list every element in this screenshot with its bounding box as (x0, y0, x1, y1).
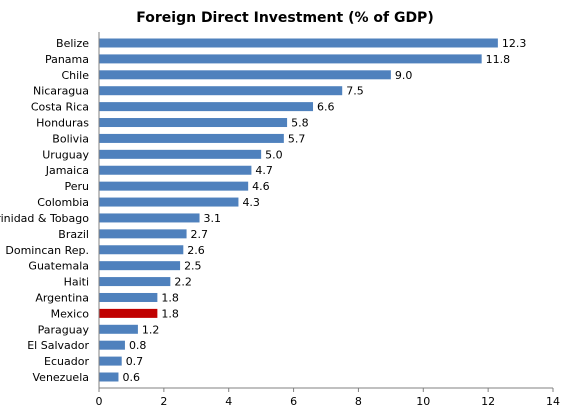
bar-peru (99, 181, 249, 191)
category-label-trinidad-tobago: Trinidad & Tobago (0, 212, 89, 225)
category-label-venezuela: Venezuela (33, 371, 90, 384)
value-label-panama: 11.8 (486, 53, 511, 66)
bar-jamaica (99, 165, 252, 175)
value-label-guatemala: 2.5 (184, 260, 202, 273)
bar-paraguay (99, 324, 138, 334)
category-label-peru: Peru (64, 180, 89, 193)
value-label-brazil: 2.7 (191, 228, 209, 241)
bar-panama (99, 54, 482, 64)
category-label-haiti: Haiti (64, 276, 89, 289)
value-label-costa-rica: 6.6 (317, 101, 335, 114)
value-label-mexico: 1.8 (161, 307, 179, 320)
bar-argentina (99, 292, 158, 302)
bar-bolivia (99, 133, 284, 143)
category-label-uruguay: Uruguay (42, 148, 89, 161)
x-tick-label-12: 12 (481, 395, 495, 408)
x-tick-label-4: 4 (225, 395, 232, 408)
bar-uruguay (99, 149, 262, 159)
category-label-costa-rica: Costa Rica (31, 101, 89, 114)
bar-belize (99, 38, 498, 48)
category-label-panama: Panama (45, 53, 89, 66)
category-label-paraguay: Paraguay (38, 323, 90, 336)
value-label-trinidad-tobago: 3.1 (204, 212, 222, 225)
value-label-argentina: 1.8 (161, 291, 179, 304)
category-label-ecuador: Ecuador (44, 355, 89, 368)
value-label-domincan-rep: 2.6 (187, 244, 205, 257)
value-label-jamaica: 4.7 (255, 164, 273, 177)
value-label-chile: 9.0 (395, 69, 413, 82)
category-label-argentina: Argentina (35, 291, 89, 304)
x-axis: 0 2 4 6 8 10 12 14 (96, 32, 560, 408)
category-label-brazil: Brazil (58, 228, 89, 241)
value-label-ecuador: 0.7 (126, 355, 144, 368)
x-tick-label-8: 8 (355, 395, 362, 408)
category-label-nicaragua: Nicaragua (33, 85, 89, 98)
bar-chile (99, 70, 391, 80)
category-labels: Belize Panama Chile Nicaragua Costa Rica Hond… (0, 37, 89, 384)
x-tick-label-10: 10 (416, 395, 430, 408)
value-label-peru: 4.6 (252, 180, 269, 193)
value-label-uruguay: 5.0 (265, 148, 283, 161)
bar-costa-rica (99, 102, 314, 112)
value-label-paraguay: 1.2 (142, 323, 160, 336)
value-label-bolivia: 5.7 (288, 132, 306, 145)
bar-haiti (99, 277, 171, 287)
x-tick-label-2: 2 (160, 395, 167, 408)
x-tick-label-6: 6 (290, 395, 297, 408)
category-label-belize: Belize (56, 37, 89, 50)
value-label-venezuela: 0.6 (122, 371, 139, 384)
value-labels: 12.3 11.8 9.0 7.5 6.6 5.8 5.7 5.0 4.7 4.6 4.3 3.1 2.… (122, 37, 526, 384)
category-label-el-salvador: El Salvador (27, 339, 89, 352)
category-label-bolivia: Bolivia (52, 132, 89, 145)
bars-group (99, 38, 498, 382)
value-label-el-salvador: 0.8 (129, 339, 147, 352)
bar-mexico (99, 308, 158, 318)
chart-title: Foreign Direct Investment (% of GDP) (136, 10, 433, 26)
value-label-belize: 12.3 (502, 37, 527, 50)
category-label-jamaica: Jamaica (45, 164, 89, 177)
category-label-mexico: Mexico (51, 307, 90, 320)
category-label-domincan-rep: Domincan Rep. (5, 244, 89, 257)
value-label-nicaragua: 7.5 (346, 85, 364, 98)
category-label-guatemala: Guatemala (28, 260, 89, 273)
bar-guatemala (99, 261, 181, 271)
x-tick-label-14: 14 (546, 395, 560, 408)
bar-brazil (99, 229, 187, 239)
value-label-colombia: 4.3 (242, 196, 260, 209)
category-label-colombia: Colombia (37, 196, 89, 209)
bar-ecuador (99, 356, 122, 366)
category-label-chile: Chile (61, 69, 89, 82)
x-tick-label-0: 0 (96, 395, 103, 408)
bar-trinidad-tobago (99, 213, 200, 223)
bar-honduras (99, 118, 288, 128)
bar-domincan-rep (99, 245, 184, 255)
category-label-honduras: Honduras (36, 117, 89, 130)
value-label-honduras: 5.8 (291, 117, 309, 130)
bar-el-salvador (99, 340, 125, 350)
bar-venezuela (99, 372, 119, 382)
bar-colombia (99, 197, 239, 207)
bar-nicaragua (99, 86, 343, 96)
value-label-haiti: 2.2 (174, 276, 192, 289)
